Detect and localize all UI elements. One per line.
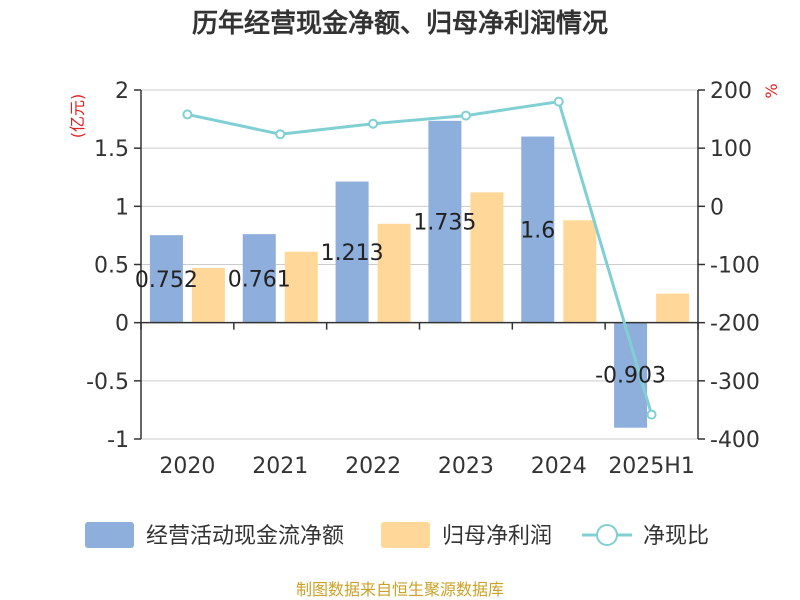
legend-label-cashflow: 经营活动现金流净额 [146,524,344,549]
left-axis-unit: (亿元) [68,94,87,139]
x-tick-label: 2024 [531,454,587,479]
right-tick-label: 100 [710,137,752,162]
bar-profit [284,251,318,323]
bar-profit [656,293,690,323]
x-tick-label: 2025H1 [608,454,695,479]
x-tick-label: 2021 [252,454,308,479]
left-tick-label: 1.5 [94,137,129,162]
axes [134,89,705,440]
legend-swatch-cashflow [85,522,134,548]
ratio-line-path [187,99,654,415]
right-tick-label: -400 [710,428,760,453]
data-label-cashflow: 0.761 [228,267,291,292]
data-label-cashflow: 1.213 [321,241,384,266]
right-axis-unit: % [762,83,781,98]
right-tick-label: 0 [710,195,724,220]
right-tick-label: 200 [710,79,752,104]
tick-labels: 2 1.5 1 0.5 0 -0.5 -1 200 100 0 -100 -200 -300 -400 20… [86,79,760,479]
bar-profit [563,220,597,323]
right-tick-label: -200 [710,312,760,337]
bar-profit [377,223,411,323]
bar-profit [470,192,504,323]
ratio-line [182,96,657,420]
left-tick-label: -1 [107,428,129,453]
left-tick-label: 2 [115,79,129,104]
ratio-point [646,409,657,420]
ratio-point [553,96,564,107]
legend-label-profit: 归母净利润 [442,524,552,549]
x-tick-label: 2022 [345,454,401,479]
legend-marker-ratio [596,524,618,546]
legend: 经营活动现金流净额 归母净利润 净现比 [85,522,709,549]
left-tick-label: -0.5 [86,370,129,395]
source-note: 制图数据来自恒生聚源数据库 [296,580,504,599]
data-label-cashflow: 0.752 [135,268,198,293]
ratio-point [460,110,471,121]
x-tick-label: 2020 [159,454,215,479]
data-label-cashflow: -0.903 [595,364,666,389]
x-tick-label: 2023 [438,454,494,479]
data-labels: 0.752 0.761 1.213 1.735 1.6 -0.903 [135,211,666,389]
legend-swatch-profit [381,522,430,548]
bar-cashflow [428,120,462,323]
ratio-point [275,129,286,140]
bar-cashflow [149,235,183,323]
left-tick-label: 1 [115,195,129,220]
data-label-cashflow: 1.735 [413,211,476,236]
bar-cashflow [335,181,369,323]
legend-label-ratio: 净现比 [643,524,709,549]
right-tick-label: -300 [710,370,760,395]
chart-title: 历年经营现金净额、归母净利润情况 [192,8,608,39]
ratio-point [368,118,379,129]
left-tick-label: 0.5 [94,254,129,279]
right-tick-label: -100 [710,254,760,279]
bar-profit [191,267,225,323]
bar-cashflow [242,234,276,323]
left-tick-label: 0 [115,312,129,337]
data-label-cashflow: 1.6 [520,219,555,244]
bars [149,120,690,428]
bar-cashflow [521,136,555,323]
ratio-point [182,109,193,120]
